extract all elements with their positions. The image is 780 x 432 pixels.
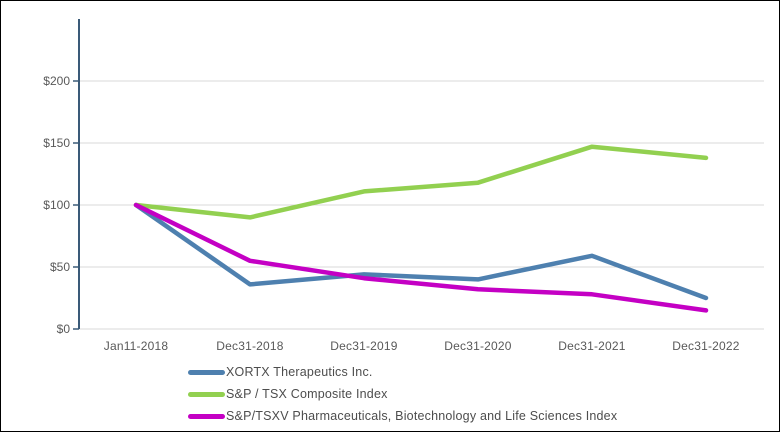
x-axis-label: Dec31-2018 (216, 339, 284, 353)
legend-item: S&P / TSX Composite Index (188, 383, 617, 405)
legend-label: S&P/TSXV Pharmaceuticals, Biotechnology … (226, 409, 618, 423)
y-axis-label: $100 (43, 198, 70, 212)
x-axis-label: Dec31-2021 (558, 339, 626, 353)
y-axis-label: $150 (43, 136, 70, 150)
legend-label: S&P / TSX Composite Index (226, 387, 388, 401)
y-axis-label: $200 (43, 74, 70, 88)
x-axis-label: Dec31-2019 (330, 339, 398, 353)
series-line-0 (133, 202, 709, 301)
chart-legend: XORTX Therapeutics Inc. S&P / TSX Composi… (188, 361, 617, 427)
legend-label: XORTX Therapeutics Inc. (226, 365, 373, 379)
legend-item: XORTX Therapeutics Inc. (188, 361, 617, 383)
x-axis-label: Jan11-2018 (104, 339, 169, 353)
series-line-1 (133, 144, 709, 220)
x-axis-label: Dec31-2022 (672, 339, 740, 353)
series-line-2 (133, 202, 709, 313)
x-axis-label: Dec31-2020 (444, 339, 512, 353)
legend-item: S&P/TSXV Pharmaceuticals, Biotechnology … (188, 405, 617, 427)
legend-swatch-1 (188, 391, 225, 397)
y-axis-label: $50 (50, 260, 70, 274)
legend-swatch-0 (188, 369, 225, 375)
legend-swatch-2 (188, 413, 225, 419)
y-axis-label: $0 (57, 322, 71, 336)
